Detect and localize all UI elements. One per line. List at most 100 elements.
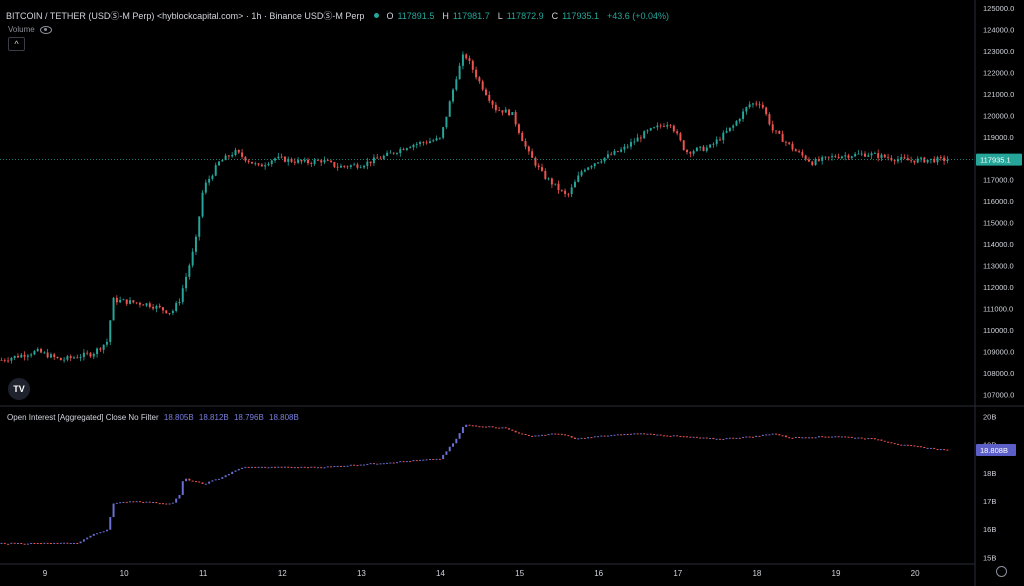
oi-bar [498,427,501,429]
volume-legend[interactable]: Volume [8,25,52,34]
oi-bar [224,475,227,478]
candle-body [181,288,184,302]
candle-body [695,147,698,152]
oi-bar [768,434,771,436]
oi-bar [547,434,550,436]
oi-bar [26,543,29,545]
price-pane [0,51,975,364]
eye-icon[interactable] [39,25,52,34]
oi-bar [662,435,665,437]
candle-body [247,160,250,162]
oi-bar [867,438,870,440]
candle-body [125,299,128,304]
price-tick-label: 110000.0 [983,326,1014,335]
collapse-legend-button[interactable]: ^ [8,37,25,51]
candle-body [643,131,646,139]
oi-bar [109,517,112,530]
oi-bar [906,444,909,446]
oi-bar [468,424,471,426]
oi-bar [76,542,79,544]
oi-bar [339,465,342,467]
price-tick-label: 108000.0 [983,369,1014,378]
oi-bar [751,436,754,438]
candle-body [419,142,422,144]
oi-bar [653,433,656,436]
candle-body [883,154,886,158]
oi-bar [234,470,237,472]
ohlc-high-value: 117981.7 [452,10,490,21]
candle-body [827,156,830,158]
oi-last-badge [976,444,1016,457]
candle-body [705,147,708,151]
candle-body [270,160,273,164]
candle-body [771,124,774,131]
oi-bar [481,426,484,428]
oi-bar [600,435,603,437]
candle-body [699,146,702,148]
candle-body [547,178,550,180]
candle-body [310,163,313,164]
oi-bar [428,458,431,460]
symbol-title[interactable]: BITCOIN / TETHER (USDⓈ-M Perp) <hyblockc… [6,11,365,21]
oi-bar [356,465,359,467]
oi-bar [524,433,527,435]
candle-body [488,94,491,101]
candle-body [422,142,425,143]
candle-body [320,160,323,163]
oi-bar [260,466,263,468]
candle-body [333,162,336,167]
oi-bar [132,501,135,503]
oi-bar [910,445,913,447]
oi-bar [148,501,151,503]
last-price-label: 117935.1 [980,156,1011,165]
candle-body [461,54,464,66]
oi-bar [920,446,923,448]
oi-bar [53,542,56,544]
candle-body [758,104,761,106]
candle-body [346,166,349,168]
oi-bar [873,438,876,440]
oi-bar [807,437,810,439]
oi-bar [178,495,181,499]
candle-body [478,77,481,82]
settings-icon[interactable] [996,566,1007,577]
oi-bar [214,479,217,481]
oi-bar [623,434,626,436]
candle-body [10,358,13,361]
oi-bar [748,436,751,438]
oi-bar [781,435,784,437]
oi-bar [16,542,19,544]
tradingview-logo[interactable]: TV [8,378,30,400]
oi-bar [458,433,461,439]
time-tick-label: 11 [199,569,208,578]
candle-body [616,151,619,152]
candle-body [359,167,362,169]
candle-body [399,149,402,154]
oi-bar [0,542,3,544]
candle-body [201,192,204,217]
oi-bar [290,466,293,468]
candle-body [59,357,62,361]
oi-bar [142,502,145,504]
candle-body [784,141,787,143]
candle-body [481,81,484,90]
oi-bar [270,466,273,468]
candle-body [896,159,899,162]
oi-legend[interactable]: Open Interest [Aggregated] Close No Filt… [7,413,299,422]
oi-bar [923,446,926,449]
ohlc-low-value: 117872.9 [506,10,544,21]
candle-body [290,158,293,162]
price-tick-label: 109000.0 [983,347,1014,356]
oi-bar [511,429,514,431]
oi-bar [517,432,520,434]
oi-bar [725,438,728,440]
oi-bar [834,436,837,438]
candle-body [96,348,99,354]
candle-body [264,165,267,167]
candle-body [405,148,408,150]
oi-bar [765,434,768,436]
oi-bar [844,436,847,438]
oi-bar [804,437,807,439]
oi-bar [415,460,418,462]
